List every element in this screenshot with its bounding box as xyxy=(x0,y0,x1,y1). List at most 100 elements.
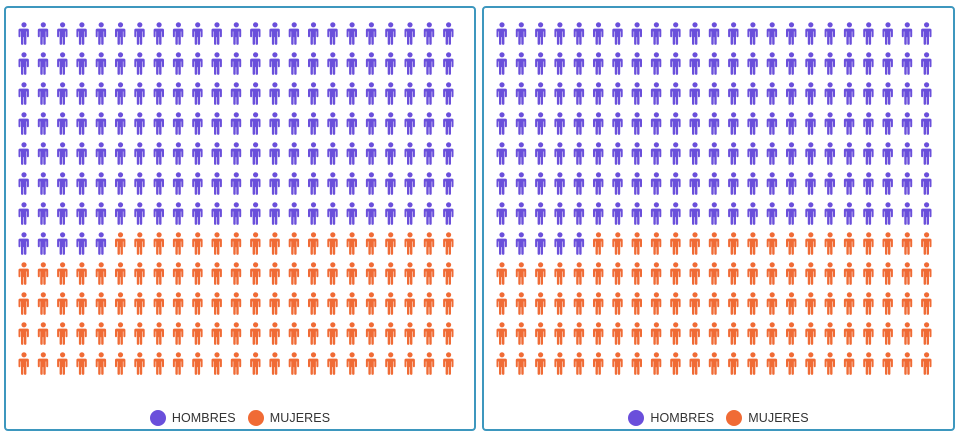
person-icon-hombres xyxy=(269,112,280,135)
person-icon-hombres xyxy=(115,112,126,135)
person-icon-hombres xyxy=(365,112,377,135)
person-icon-hombres xyxy=(211,112,222,135)
person-icon-mujeres xyxy=(153,232,164,255)
person-icon-hombres xyxy=(535,112,546,135)
person-icon-hombres xyxy=(747,172,758,195)
person-icon-hombres xyxy=(269,142,280,165)
person-icon-hombres xyxy=(882,202,893,225)
person-icon-hombres xyxy=(882,172,893,195)
person-icon-mujeres xyxy=(423,232,435,255)
person-icon-mujeres xyxy=(650,232,662,255)
person-icon-hombres xyxy=(496,112,507,135)
person-icon-mujeres xyxy=(308,322,319,345)
person-icon-hombres xyxy=(327,172,338,195)
person-icon-mujeres xyxy=(882,322,893,345)
person-icon-hombres xyxy=(230,112,242,135)
person-icon-hombres xyxy=(515,232,527,255)
person-icon-mujeres xyxy=(631,262,642,285)
person-icon-hombres xyxy=(57,22,68,45)
person-icon-hombres xyxy=(670,202,681,225)
person-icon-hombres xyxy=(134,202,145,225)
person-icon-hombres xyxy=(365,22,377,45)
person-icon-mujeres xyxy=(385,262,396,285)
person-icon-hombres xyxy=(385,142,396,165)
person-icon-mujeres xyxy=(708,322,720,345)
person-icon-mujeres xyxy=(192,232,203,255)
person-icon-mujeres xyxy=(824,232,835,255)
person-icon-hombres xyxy=(708,52,720,75)
person-icon-mujeres xyxy=(535,322,546,345)
person-icon-mujeres xyxy=(612,322,623,345)
person-icon-mujeres xyxy=(824,352,835,375)
person-icon-mujeres xyxy=(230,352,242,375)
legend-item-hombres[interactable]: HOMBRES xyxy=(149,410,236,426)
person-icon-hombres xyxy=(670,82,681,105)
person-icon-mujeres xyxy=(805,262,816,285)
person-icon-hombres xyxy=(18,82,29,105)
person-icon-mujeres xyxy=(192,322,203,345)
person-icon-mujeres xyxy=(843,292,855,315)
person-icon-mujeres xyxy=(863,292,874,315)
person-icon-hombres xyxy=(515,142,527,165)
person-icon-hombres xyxy=(288,112,300,135)
person-icon-mujeres xyxy=(365,322,377,345)
pictogram-panel-1: HOMBRES MUJERES xyxy=(4,6,476,431)
person-icon-hombres xyxy=(172,52,184,75)
person-icon-hombres xyxy=(921,82,932,105)
legend-item-mujeres[interactable]: MUJERES xyxy=(247,410,330,426)
person-icon-hombres xyxy=(308,22,319,45)
person-icon-mujeres xyxy=(496,262,507,285)
person-icon-hombres xyxy=(57,82,68,105)
person-icon-hombres xyxy=(650,82,662,105)
person-icon-mujeres xyxy=(57,322,68,345)
person-icon-hombres xyxy=(327,142,338,165)
person-icon-hombres xyxy=(95,22,107,45)
person-icon-hombres xyxy=(37,82,49,105)
person-icon-hombres xyxy=(404,202,415,225)
person-icon-hombres xyxy=(766,82,778,105)
person-icon-mujeres xyxy=(172,232,184,255)
person-icon-hombres xyxy=(863,142,874,165)
person-icon-hombres xyxy=(843,142,855,165)
person-icon-mujeres xyxy=(747,352,758,375)
person-icon-mujeres xyxy=(443,232,454,255)
person-icon-mujeres xyxy=(57,352,68,375)
person-icon-mujeres xyxy=(708,352,720,375)
person-icon-hombres xyxy=(211,22,222,45)
person-icon-mujeres xyxy=(327,262,338,285)
person-icon-hombres xyxy=(921,52,932,75)
pictogram-grid xyxy=(496,22,934,375)
person-icon-hombres xyxy=(250,202,261,225)
person-icon-hombres xyxy=(404,22,415,45)
person-icon-mujeres xyxy=(882,232,893,255)
person-icon-mujeres xyxy=(843,232,855,255)
person-icon-hombres xyxy=(593,112,604,135)
person-icon-mujeres xyxy=(554,262,565,285)
person-icon-mujeres xyxy=(805,292,816,315)
person-icon-hombres xyxy=(554,202,565,225)
person-icon-hombres xyxy=(824,202,835,225)
person-icon-hombres xyxy=(385,112,396,135)
person-icon-hombres xyxy=(747,112,758,135)
person-icon-mujeres xyxy=(805,232,816,255)
legend-item-hombres[interactable]: HOMBRES xyxy=(628,410,714,426)
person-icon-hombres xyxy=(573,112,585,135)
legend-item-mujeres[interactable]: MUJERES xyxy=(726,410,809,426)
person-icon-hombres xyxy=(192,112,203,135)
person-icon-mujeres xyxy=(288,352,300,375)
person-icon-hombres xyxy=(37,52,49,75)
person-icon-mujeres xyxy=(443,262,454,285)
person-icon-hombres xyxy=(346,142,357,165)
person-icon-hombres xyxy=(327,112,338,135)
person-icon-mujeres xyxy=(192,262,203,285)
person-icon-mujeres xyxy=(404,322,415,345)
person-icon-hombres xyxy=(670,52,681,75)
person-icon-mujeres xyxy=(612,292,623,315)
person-icon-hombres xyxy=(573,202,585,225)
person-icon-mujeres xyxy=(824,292,835,315)
person-icon-hombres xyxy=(593,202,604,225)
person-icon-hombres xyxy=(37,172,49,195)
person-icon-mujeres xyxy=(346,322,357,345)
person-icon-mujeres xyxy=(211,322,222,345)
person-icon-hombres xyxy=(882,142,893,165)
